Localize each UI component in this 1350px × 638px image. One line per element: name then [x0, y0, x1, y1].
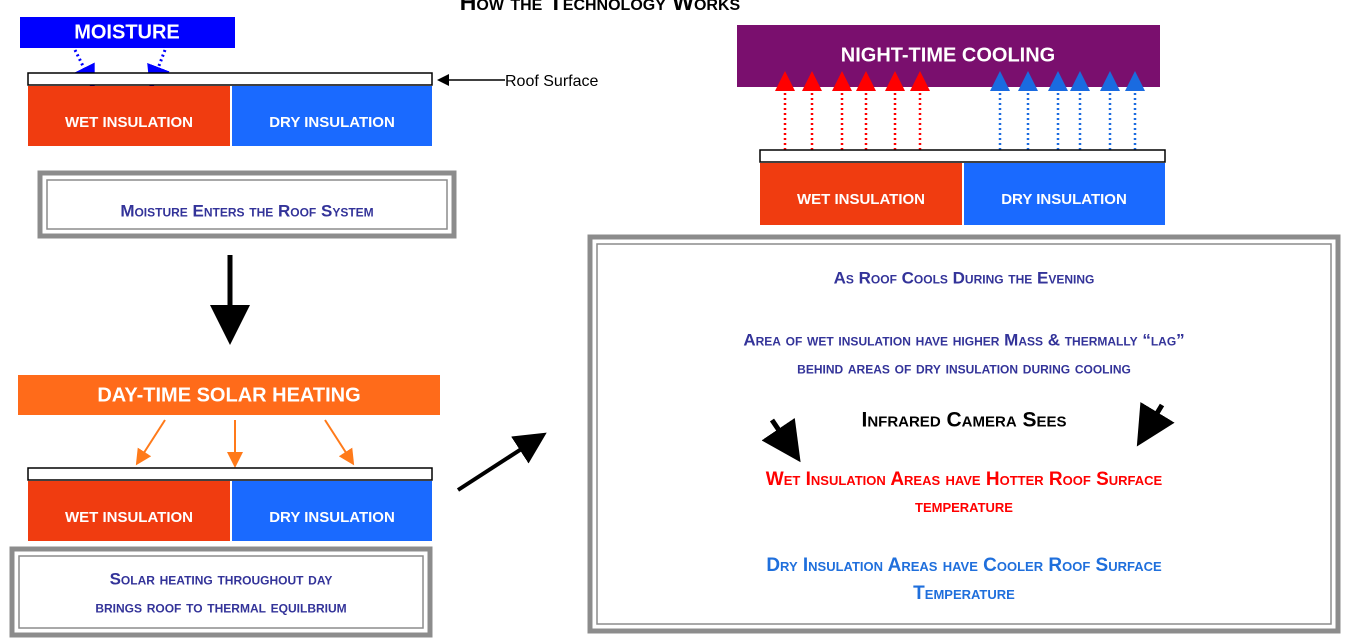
day-label: DAY-TIME SOLAR HEATING	[97, 384, 360, 406]
wet-insulation	[28, 481, 230, 541]
heat-release-arrows	[775, 71, 1145, 150]
caption: Solar heating throughout day	[110, 569, 333, 588]
roof-surface	[759, 149, 1166, 163]
caption: Moisture Enters the Roof System	[120, 201, 373, 220]
caption-frame	[9, 546, 433, 638]
explanation-frame-inner	[596, 243, 1332, 625]
wet-insulation	[28, 86, 230, 146]
camera-text: Infrared Camera Sees	[861, 409, 1066, 432]
wet-result: Wet Insulation Areas have Hotter Roof Su…	[766, 469, 1163, 490]
wet-result: temperature	[915, 496, 1013, 517]
heading: As Roof Cools During the Evening	[834, 268, 1095, 287]
dry-result: Dry Insulation Areas have Cooler Roof Su…	[766, 555, 1162, 576]
caption-frame-inner	[18, 555, 424, 629]
dry-result: Temperature	[913, 583, 1015, 604]
flow-arrow	[456, 432, 547, 492]
explanation-frame	[587, 234, 1341, 634]
camera-arrow	[761, 417, 801, 463]
roof-surface	[27, 72, 433, 86]
caption: brings roof to thermal equilbrium	[95, 597, 346, 616]
wet-label: WET INSULATION	[65, 509, 193, 526]
wet-label: WET INSULATION	[797, 191, 925, 208]
heat-arrow	[324, 419, 355, 466]
caption-frame-inner	[46, 179, 448, 230]
mass-text: behind areas of dry insulation during co…	[797, 358, 1131, 377]
dry-label: DRY INSULATION	[1001, 191, 1127, 208]
mass-text: Area of wet insulation have higher Mass …	[743, 330, 1184, 349]
roof-surface	[27, 467, 433, 481]
dry-label: DRY INSULATION	[269, 114, 395, 131]
dry-label: DRY INSULATION	[269, 509, 395, 526]
moisture-label: MOISTURE	[74, 21, 180, 43]
heat-arrow	[135, 419, 166, 466]
dry-insulation	[964, 163, 1165, 225]
roof-surface-label: Roof Surface	[505, 73, 598, 90]
wet-insulation	[760, 163, 962, 225]
camera-arrow	[1136, 401, 1175, 447]
wet-label: WET INSULATION	[65, 114, 193, 131]
title: How the Technology Works	[460, 0, 741, 15]
moisture-box	[20, 17, 235, 48]
night-label: NIGHT-TIME COOLING	[841, 44, 1055, 66]
day-box	[18, 375, 440, 415]
dry-insulation	[232, 86, 432, 146]
caption-frame	[37, 170, 457, 239]
dry-insulation	[232, 481, 432, 541]
